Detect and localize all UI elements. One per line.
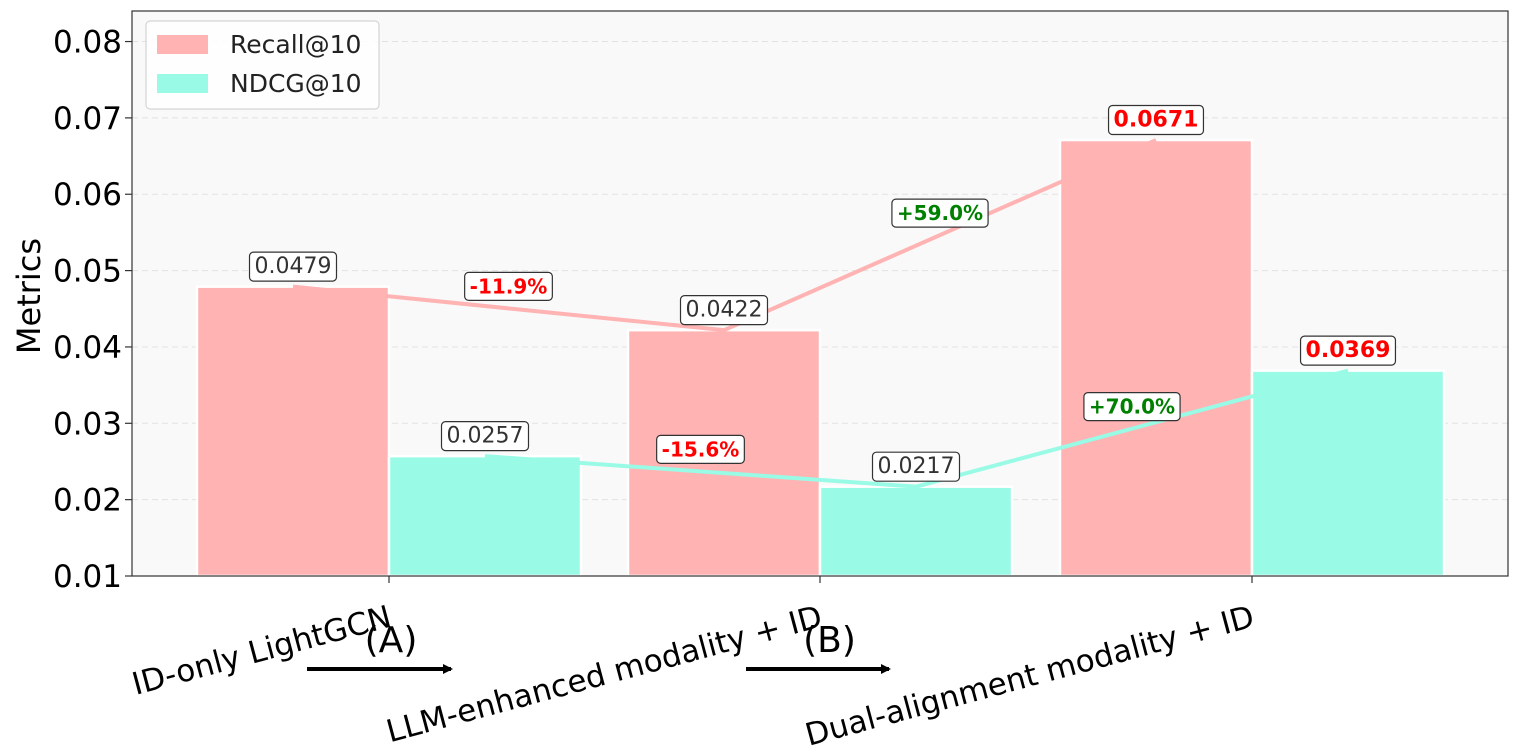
change-label-box [656,434,745,464]
change-label-text: -11.9% [470,274,548,298]
y-tick-label: 0.01 [53,559,122,595]
y-tick-label: 0.08 [53,25,122,61]
y-tick-label: 0.06 [53,177,122,213]
y-tick-label: 0.04 [53,330,122,366]
value-label: 0.0422 [679,295,769,326]
x-category-label: ID-only LightGCN [128,599,395,703]
y-tick-label: 0.07 [53,101,122,137]
change-label: -15.6% [656,434,745,464]
step-label: (A) [365,620,418,661]
y-axis-label: Metrics [10,238,48,354]
trend-line-recall-10 [292,138,1157,333]
change-label-text: +70.0% [1089,395,1175,419]
value-label-box [871,451,961,482]
change-label-text: +59.0% [897,201,983,225]
legend-swatch-ndcg-10 [157,74,208,93]
value-label-box [1107,104,1205,136]
x-category-label: LLM-enhanced modality + ID [383,599,826,750]
bar-ndcg-10-1 [818,485,1014,578]
legend-swatch-recall-10 [157,35,208,54]
legend-label: NDCG@10 [230,69,362,98]
value-label: 0.0217 [871,451,961,482]
value-label: 0.0369 [1299,335,1397,366]
value-label-text: 0.0479 [255,254,332,279]
change-label-box [464,271,553,301]
bar-ndcg-10-0 [387,454,583,578]
bars [195,138,1446,578]
value-label: 0.0671 [1107,104,1205,136]
value-label-text: 0.0671 [1114,108,1199,133]
value-label-box [1299,335,1397,366]
bar-ndcg-10-2 [1250,369,1446,578]
value-label-text: 0.0217 [878,454,955,479]
change-label: +70.0% [1083,392,1181,422]
change-label: +59.0% [891,198,989,228]
value-label: 0.0479 [248,251,338,282]
value-label-text: 0.0422 [686,298,763,323]
trend-lines [292,138,1349,489]
step-label: (B) [803,620,856,661]
change-label-text: -15.6% [662,437,740,461]
value-label-box [679,295,769,326]
legend: Recall@10 NDCG@10 [145,20,380,110]
x-category-label: Dual-alignment modality + ID [801,599,1258,754]
y-tick-label: 0.03 [53,406,122,442]
change-label: -11.9% [464,271,553,301]
y-tick-label: 0.05 [53,254,122,290]
y-tick-label: 0.02 [53,483,122,519]
value-label-box [248,251,338,282]
value-labels: 0.0479 0.0422 0.0671 0.0257 0.0217 0.0369 -11.… [248,104,1397,482]
change-label-box [1083,392,1181,422]
bar-recall-10-2 [1058,138,1254,578]
legend-box: Recall@10 NDCG@10 [145,20,380,110]
value-label-box [440,421,530,452]
value-label-text: 0.0257 [447,424,524,449]
legend-label: Recall@10 [230,30,361,59]
value-label-text: 0.0369 [1306,338,1391,363]
change-label-box [891,198,989,228]
value-label: 0.0257 [440,421,530,452]
bar-recall-10-0 [195,285,391,578]
trend-line-ndcg-10 [484,368,1349,489]
